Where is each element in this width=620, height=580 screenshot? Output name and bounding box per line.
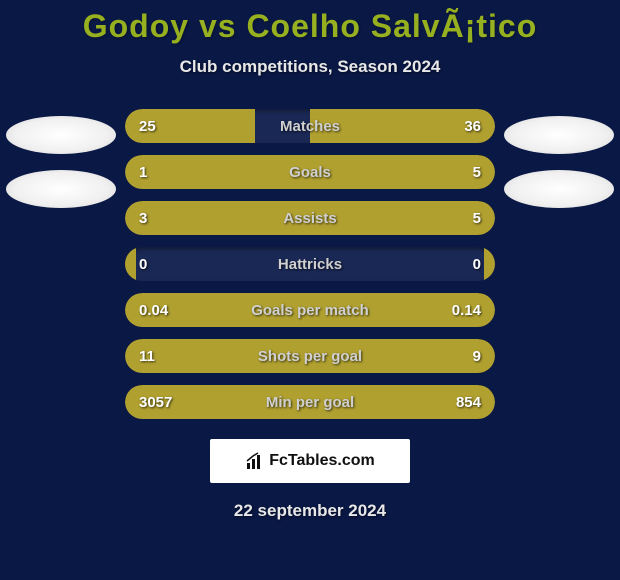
date-label: 22 september 2024	[0, 501, 620, 521]
chart-icon	[245, 451, 265, 471]
stat-label: Hattricks	[125, 256, 495, 273]
stat-row: 25Matches36	[125, 109, 495, 143]
stat-value-right: 5	[473, 210, 481, 227]
stat-row: 3Assists5	[125, 201, 495, 235]
player-avatar-right-2	[504, 116, 614, 154]
page-title: Godoy vs Coelho SalvÃ¡tico	[0, 0, 620, 45]
stat-value-right: 854	[456, 394, 481, 411]
watermark-text: FcTables.com	[269, 452, 375, 470]
stat-value-right: 0	[473, 256, 481, 273]
stat-row: 1Goals5	[125, 155, 495, 189]
stat-label: Assists	[125, 210, 495, 227]
stat-label: Min per goal	[125, 394, 495, 411]
stat-value-right: 9	[473, 348, 481, 365]
player-avatar-left-0	[6, 116, 116, 154]
stat-row: 3057Min per goal854	[125, 385, 495, 419]
stat-row: 11Shots per goal9	[125, 339, 495, 373]
stat-label: Goals per match	[125, 302, 495, 319]
stat-label: Shots per goal	[125, 348, 495, 365]
stat-value-right: 5	[473, 164, 481, 181]
stat-value-right: 0.14	[452, 302, 481, 319]
player-avatar-left-1	[6, 170, 116, 208]
stat-label: Goals	[125, 164, 495, 181]
watermark-badge: FcTables.com	[210, 439, 410, 483]
subtitle: Club competitions, Season 2024	[0, 57, 620, 77]
stat-value-right: 36	[464, 118, 481, 135]
player-avatar-right-3	[504, 170, 614, 208]
stat-row: 0.04Goals per match0.14	[125, 293, 495, 327]
stat-label: Matches	[125, 118, 495, 135]
stat-row: 0Hattricks0	[125, 247, 495, 281]
stats-container: 25Matches36 1Goals5 3Assists5 0Hattricks0 0.…	[125, 109, 495, 419]
